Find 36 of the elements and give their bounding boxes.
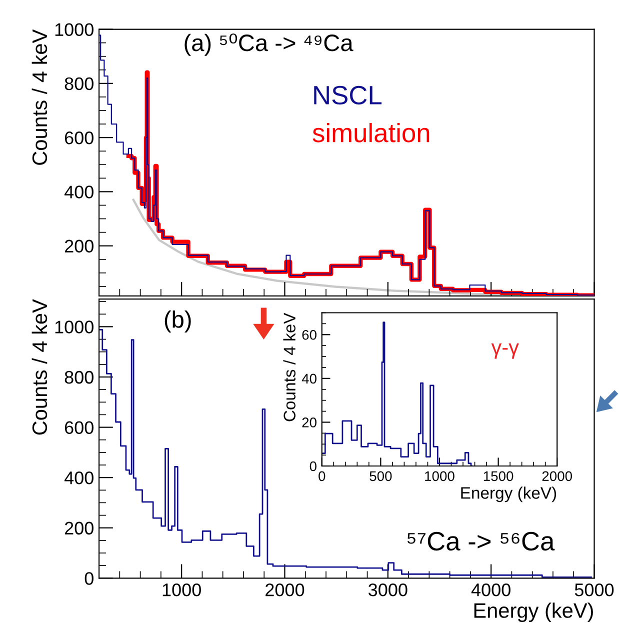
text: simulation (312, 122, 430, 142)
annotation: (a) ⁵⁰Ca -> ⁴⁹Ca (184, 34, 354, 56)
y-tick-label: 600 (64, 421, 94, 434)
x-tick-label: 500 (370, 471, 392, 482)
y-tick-label: 1000 (55, 23, 94, 36)
x-tick-label: 5000 (574, 583, 614, 596)
y-tick-label: 800 (64, 370, 94, 384)
x-tick-label: 0 (318, 471, 326, 482)
y-tick-label: 60 (302, 330, 316, 340)
x-axis-title: Energy (keV) (474, 602, 593, 622)
x-tick-label: 2000 (542, 471, 572, 482)
x-tick-label: 1500 (484, 471, 514, 482)
annotation: ⁵⁷Ca -> ⁵⁶Ca (407, 532, 555, 551)
x-tick-label: 4000 (471, 583, 510, 596)
y-axis-title: Counts / 4 keV (32, 29, 48, 165)
annotation: (b) (164, 310, 191, 333)
text: NSCL (314, 86, 382, 105)
y-tick-label: 600 (64, 131, 94, 144)
y-tick-label: 1000 (55, 320, 94, 334)
y-tick-label: 0 (310, 461, 316, 472)
y-tick-label: 20 (302, 418, 316, 428)
y-axis-title: Counts / 4 keV (283, 312, 296, 422)
x-tick-label: 2000 (266, 583, 304, 596)
y-tick-label: 400 (64, 186, 94, 198)
y-axis-title: Counts / 4 keV (32, 299, 48, 435)
x-tick-label: 1000 (162, 583, 201, 596)
annotation: γ-γ (491, 343, 519, 359)
y-tick-label: 200 (64, 240, 94, 253)
y-tick-label: 200 (64, 522, 94, 535)
x-tick-label: 3000 (368, 583, 408, 596)
x-tick-label: 1000 (425, 471, 454, 482)
y-tick-label: 40 (302, 374, 316, 384)
y-tick-label: 400 (64, 472, 94, 484)
y-tick-label: 0 (84, 572, 94, 585)
x-axis-title: Energy (keV) (461, 486, 556, 502)
y-tick-label: 800 (64, 77, 94, 90)
